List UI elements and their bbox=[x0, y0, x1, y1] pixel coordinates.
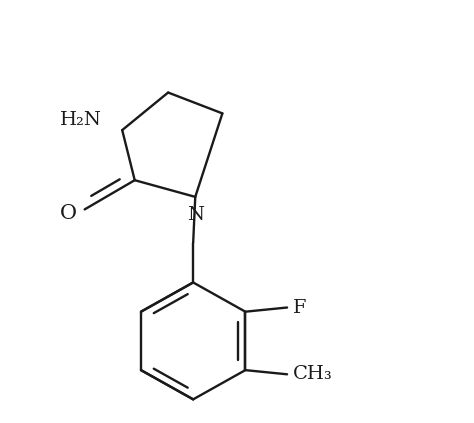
Text: O: O bbox=[59, 204, 76, 223]
Text: F: F bbox=[293, 299, 307, 316]
Text: N: N bbox=[187, 206, 204, 225]
Text: CH₃: CH₃ bbox=[293, 365, 333, 383]
Text: H₂N: H₂N bbox=[59, 111, 101, 129]
